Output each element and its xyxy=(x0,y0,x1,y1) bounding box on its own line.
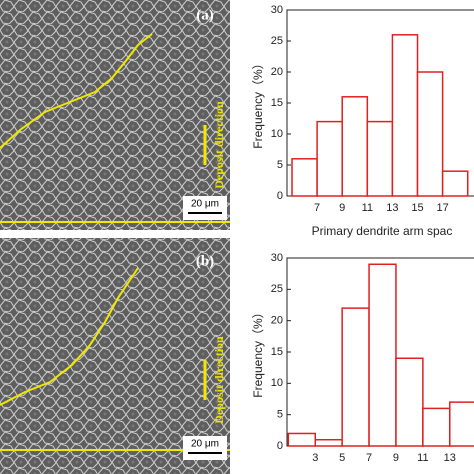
bar xyxy=(316,120,343,197)
bar xyxy=(341,307,370,447)
bar xyxy=(366,120,394,197)
scale-bar-label: 20 μm xyxy=(191,439,219,450)
x-tick-label: 9 xyxy=(393,452,399,464)
x-tick-label: 13 xyxy=(386,202,398,214)
direction-label: Deposit direction xyxy=(212,101,226,189)
y-axis-label: Frequency（%） xyxy=(251,306,265,397)
x-tick-label: 3 xyxy=(312,452,318,464)
x-axis-label: Primary dendrite arm spac xyxy=(312,224,453,238)
bar xyxy=(422,407,451,447)
scale-bar-label: 20 μm xyxy=(191,199,219,210)
y-tick-label: 15 xyxy=(271,97,283,109)
x-tick-label: 15 xyxy=(411,202,423,214)
bar xyxy=(391,34,419,197)
y-tick-label: 25 xyxy=(271,283,283,295)
bar xyxy=(416,71,444,197)
x-tick-label: 11 xyxy=(362,202,373,214)
y-tick-label: 0 xyxy=(277,440,283,452)
x-tick-label: 13 xyxy=(444,452,456,464)
y-tick-label: 5 xyxy=(277,159,283,171)
y-tick-label: 15 xyxy=(271,346,283,358)
y-tick-label: 20 xyxy=(271,66,283,78)
y-tick-label: 0 xyxy=(277,190,283,202)
bar xyxy=(449,401,474,447)
x-tick-label: 17 xyxy=(436,202,448,214)
y-tick-label: 5 xyxy=(277,409,283,421)
y-tick-label: 30 xyxy=(271,4,283,16)
bar xyxy=(287,432,317,447)
y-tick-label: 30 xyxy=(271,252,283,264)
panel-label: (b) xyxy=(196,253,214,269)
micrograph-a: (a) 20 μm Deposit direction xyxy=(0,0,230,230)
y-axis-label: Frequency（%） xyxy=(251,57,265,148)
direction-label: Deposit direction xyxy=(212,336,226,424)
x-tick-label: 7 xyxy=(366,452,372,464)
x-tick-label: 11 xyxy=(417,452,428,464)
bar xyxy=(395,357,424,447)
bar xyxy=(291,158,318,197)
x-tick-label: 5 xyxy=(339,452,345,464)
bar xyxy=(441,170,469,197)
panel-label: (a) xyxy=(196,7,214,23)
micrograph-b: (b) 20 μm Deposit direction xyxy=(0,238,230,474)
bar xyxy=(368,263,397,447)
x-tick-label: 9 xyxy=(339,202,345,214)
y-tick-label: 25 xyxy=(271,35,283,47)
y-tick-label: 20 xyxy=(271,315,283,327)
bar xyxy=(314,438,343,447)
y-tick-label: 10 xyxy=(271,377,283,389)
x-tick-label: 7 xyxy=(314,202,320,214)
y-tick-label: 10 xyxy=(271,128,283,140)
bar xyxy=(341,96,369,197)
